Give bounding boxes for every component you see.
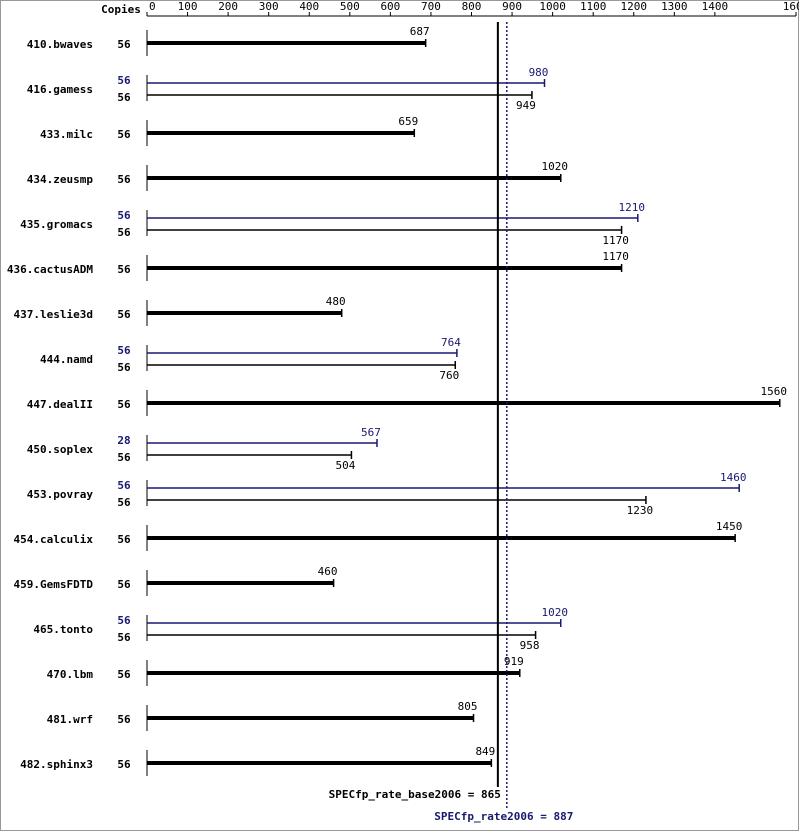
benchmark-label: 481.wrf [47, 713, 93, 726]
value-label: 980 [529, 66, 549, 79]
value-label: 805 [458, 700, 478, 713]
x-tick-label: 700 [421, 0, 441, 13]
copies-label: 56 [117, 758, 131, 771]
x-tick-label: 1400 [702, 0, 729, 13]
x-tick-label: 1200 [621, 0, 648, 13]
value-label: 764 [441, 336, 461, 349]
copies-label: 56 [117, 361, 131, 374]
x-tick-label: 200 [218, 0, 238, 13]
value-label: 1020 [541, 606, 568, 619]
copies-label: 56 [117, 451, 131, 464]
value-label: 1210 [619, 201, 646, 214]
x-tick-label: 0 [149, 0, 156, 13]
x-tick-label: 1600 [783, 0, 799, 13]
x-tick-label: 1100 [580, 0, 607, 13]
copies-label: 56 [117, 38, 131, 51]
value-label: 849 [475, 745, 495, 758]
copies-label: 56 [117, 308, 131, 321]
value-label: 480 [326, 295, 346, 308]
copies-label: 56 [117, 226, 131, 239]
x-tick-label: 600 [380, 0, 400, 13]
value-label: 504 [335, 459, 355, 472]
value-label: 949 [516, 99, 536, 112]
benchmark-label: 447.dealII [27, 398, 93, 411]
benchmark-label: 453.povray [27, 488, 94, 501]
copies-label: 56 [117, 631, 131, 644]
value-label: 1450 [716, 520, 743, 533]
value-label: 567 [361, 426, 381, 439]
value-label: 1460 [720, 471, 747, 484]
copies-label: 56 [117, 398, 131, 411]
copies-label: 56 [117, 173, 131, 186]
copies-label: 56 [117, 209, 131, 222]
copies-label: 56 [117, 496, 131, 509]
copies-label: 56 [117, 533, 131, 546]
x-tick-label: 1300 [661, 0, 688, 13]
benchmark-label: 437.leslie3d [14, 308, 93, 321]
benchmark-label: 436.cactusADM [7, 263, 93, 276]
benchmark-label: 416.gamess [27, 83, 93, 96]
benchmark-label: 435.gromacs [20, 218, 93, 231]
value-label: 1230 [627, 504, 654, 517]
reference-label: SPECfp_rate2006 = 887 [434, 810, 573, 823]
x-tick-label: 900 [502, 0, 522, 13]
value-label: 1170 [602, 234, 629, 247]
benchmark-label: 454.calculix [14, 533, 94, 546]
copies-label: 56 [117, 344, 131, 357]
benchmark-label: 433.milc [40, 128, 93, 141]
x-tick-label: 100 [178, 0, 198, 13]
reference-label: SPECfp_rate_base2006 = 865 [329, 788, 501, 801]
copies-label: 56 [117, 479, 131, 492]
copies-label: 56 [117, 74, 131, 87]
benchmark-label: 450.soplex [27, 443, 94, 456]
x-tick-label: 400 [299, 0, 319, 13]
value-label: 760 [439, 369, 459, 382]
copies-label: 56 [117, 614, 131, 627]
benchmark-label: 465.tonto [33, 623, 93, 636]
benchmark-label: 459.GemsFDTD [14, 578, 94, 591]
x-tick-label: 500 [340, 0, 360, 13]
x-tick-label: 1000 [539, 0, 566, 13]
copies-label: 56 [117, 713, 131, 726]
copies-label: 56 [117, 668, 131, 681]
copies-label: 56 [117, 128, 131, 141]
value-label: 460 [318, 565, 338, 578]
benchmark-label: 482.sphinx3 [20, 758, 93, 771]
value-label: 659 [398, 115, 418, 128]
benchmark-label: 434.zeusmp [27, 173, 94, 186]
value-label: 1020 [541, 160, 568, 173]
copies-label: 56 [117, 263, 131, 276]
copies-label: 56 [117, 91, 131, 104]
copies-label: 28 [117, 434, 130, 447]
benchmark-label: 444.namd [40, 353, 93, 366]
value-label: 958 [520, 639, 540, 652]
benchmark-label: 410.bwaves [27, 38, 93, 51]
value-label: 687 [410, 25, 430, 38]
value-label: 1560 [761, 385, 788, 398]
benchmark-label: 470.lbm [47, 668, 94, 681]
x-tick-label: 300 [259, 0, 279, 13]
value-label: 1170 [602, 250, 629, 263]
copies-label: 56 [117, 578, 131, 591]
x-tick-label: 800 [462, 0, 482, 13]
copies-header: Copies [101, 3, 141, 16]
value-label: 919 [504, 655, 524, 668]
